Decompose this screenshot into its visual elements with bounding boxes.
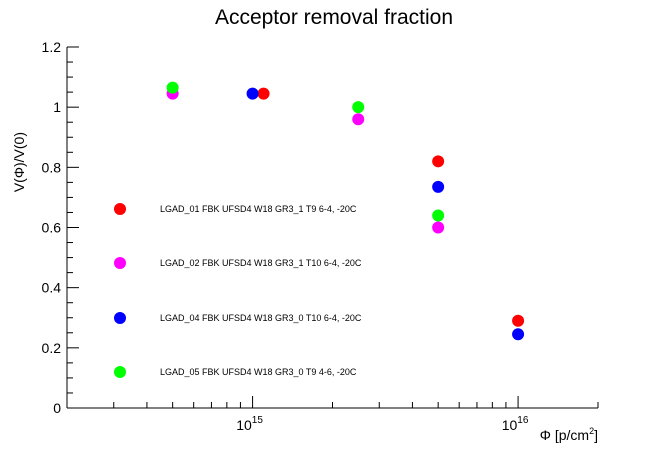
data-point-series-3 bbox=[246, 87, 259, 100]
legend-label: LGAD_01 FBK UFSD4 W18 GR3_1 T9 6-4, -20C bbox=[160, 204, 357, 214]
legend-marker bbox=[114, 257, 126, 269]
data-point-series-2 bbox=[432, 221, 445, 234]
legend-marker bbox=[114, 366, 126, 378]
y-tick-label: 0.8 bbox=[42, 159, 62, 175]
axes bbox=[66, 47, 598, 409]
x-axis-label: Φ [p/cm2] bbox=[540, 426, 598, 443]
axis-ticks: 0 0.2 0.4 0.6 0.8 1 1.2 1015 1016 bbox=[42, 39, 599, 433]
data-point-series-3 bbox=[432, 180, 445, 193]
data-point-series-1 bbox=[257, 87, 270, 100]
legend-marker bbox=[114, 312, 126, 324]
y-tick-label: 0.4 bbox=[42, 280, 62, 296]
y-tick-label: 1 bbox=[53, 99, 61, 115]
y-axis-label: V(Φ)/V(0) bbox=[11, 132, 27, 192]
legend-label: LGAD_04 FBK UFSD4 W18 GR3_0 T10 6-4, -20… bbox=[160, 313, 362, 323]
data-points bbox=[166, 81, 525, 341]
y-tick-label: 0.6 bbox=[42, 220, 62, 236]
chart-title: Acceptor removal fraction bbox=[215, 6, 453, 29]
legend-label: LGAD_02 FBK UFSD4 W18 GR3_1 T10 6-4, -20… bbox=[160, 258, 362, 268]
data-point-series-4 bbox=[352, 101, 365, 114]
legend-label: LGAD_05 FBK UFSD4 W18 GR3_0 T9 4-6, -20C bbox=[160, 367, 357, 377]
data-point-series-3 bbox=[512, 328, 525, 341]
y-tick-label: 1.2 bbox=[42, 39, 62, 55]
legend-marker bbox=[114, 203, 126, 215]
y-tick-label: 0.2 bbox=[42, 340, 62, 356]
data-point-series-4 bbox=[432, 209, 445, 222]
legend: LGAD_01 FBK UFSD4 W18 GR3_1 T9 6-4, -20C… bbox=[114, 203, 362, 378]
data-point-series-1 bbox=[432, 155, 445, 168]
data-point-series-1 bbox=[512, 314, 525, 327]
x-tick-label: 1016 bbox=[502, 415, 529, 433]
y-tick-label: 0 bbox=[53, 400, 61, 416]
data-point-series-4 bbox=[166, 81, 179, 94]
x-tick-label: 1015 bbox=[236, 415, 263, 433]
data-point-series-2 bbox=[352, 113, 365, 126]
